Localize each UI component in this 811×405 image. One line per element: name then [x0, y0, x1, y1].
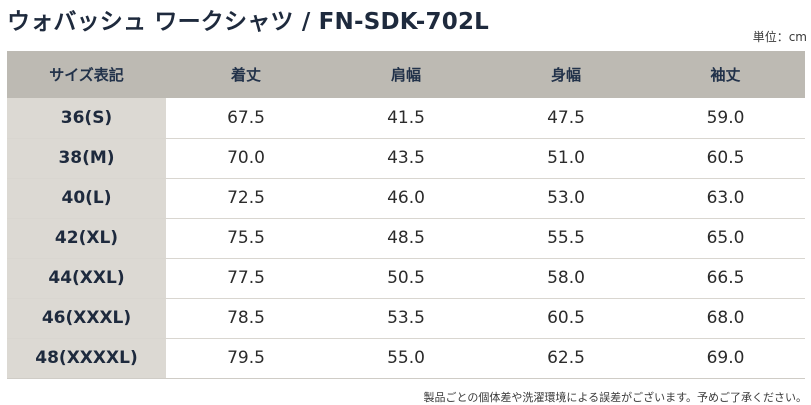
value-cell: 46.0	[326, 178, 486, 219]
table-row: 40(L) 72.5 46.0 53.0 63.0	[7, 178, 805, 219]
value-cell: 47.5	[486, 98, 646, 139]
value-cell: 68.0	[646, 298, 805, 339]
table-header-row: サイズ表記 着丈 肩幅 身幅 袖丈	[7, 51, 805, 98]
value-cell: 65.0	[646, 218, 805, 259]
value-cell: 78.5	[166, 298, 326, 339]
value-cell: 43.5	[326, 138, 486, 179]
header-sleeve: 袖丈	[646, 51, 805, 98]
value-cell: 60.5	[486, 298, 646, 339]
table-row: 36(S) 67.5 41.5 47.5 59.0	[7, 98, 805, 139]
header-size: サイズ表記	[7, 51, 166, 98]
size-cell: 44(XXL)	[7, 258, 166, 299]
table-row: 38(M) 70.0 43.5 51.0 60.5	[7, 138, 805, 179]
size-cell: 46(XXXL)	[7, 298, 166, 339]
size-cell: 48(XXXXL)	[7, 338, 166, 379]
unit-label: 単位：cm	[752, 30, 807, 44]
value-cell: 69.0	[646, 338, 805, 379]
value-cell: 59.0	[646, 98, 805, 139]
table-row: 42(XL) 75.5 48.5 55.5 65.0	[7, 218, 805, 259]
size-cell: 40(L)	[7, 178, 166, 219]
value-cell: 62.5	[486, 338, 646, 379]
value-cell: 53.0	[486, 178, 646, 219]
table-row: 48(XXXXL) 79.5 55.0 62.5 69.0	[7, 338, 805, 379]
page-title: ウォバッシュ ワークシャツ / FN-SDK-702L	[7, 9, 490, 35]
size-cell: 36(S)	[7, 98, 166, 139]
size-cell: 38(M)	[7, 138, 166, 179]
value-cell: 41.5	[326, 98, 486, 139]
size-cell: 42(XL)	[7, 218, 166, 259]
value-cell: 63.0	[646, 178, 805, 219]
value-cell: 75.5	[166, 218, 326, 259]
header-shoulder: 肩幅	[326, 51, 486, 98]
value-cell: 55.0	[326, 338, 486, 379]
table-row: 46(XXXL) 78.5 53.5 60.5 68.0	[7, 298, 805, 339]
value-cell: 48.5	[326, 218, 486, 259]
value-cell: 53.5	[326, 298, 486, 339]
value-cell: 55.5	[486, 218, 646, 259]
size-table: サイズ表記 着丈 肩幅 身幅 袖丈 36(S) 67.5 41.5 47.5 5…	[7, 51, 805, 379]
header-length: 着丈	[166, 51, 326, 98]
header-chest: 身幅	[486, 51, 646, 98]
value-cell: 72.5	[166, 178, 326, 219]
value-cell: 70.0	[166, 138, 326, 179]
value-cell: 77.5	[166, 258, 326, 299]
value-cell: 58.0	[486, 258, 646, 299]
disclaimer-note: 製品ごとの個体差や洗濯環境による誤差がございます。予めご了承ください。	[423, 391, 807, 404]
table-row: 44(XXL) 77.5 50.5 58.0 66.5	[7, 258, 805, 299]
value-cell: 60.5	[646, 138, 805, 179]
value-cell: 66.5	[646, 258, 805, 299]
value-cell: 79.5	[166, 338, 326, 379]
value-cell: 50.5	[326, 258, 486, 299]
value-cell: 51.0	[486, 138, 646, 179]
value-cell: 67.5	[166, 98, 326, 139]
